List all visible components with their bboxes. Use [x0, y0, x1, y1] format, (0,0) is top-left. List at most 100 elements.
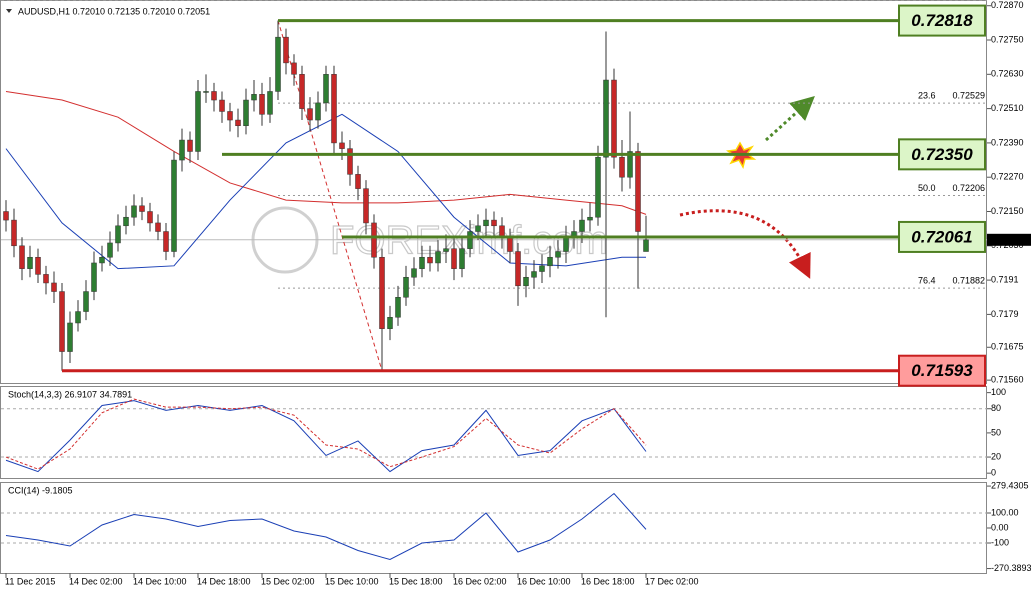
candle-body	[379, 256, 385, 329]
candle-body	[523, 276, 529, 287]
level-label: 0.72350	[911, 145, 973, 164]
up-arrow	[764, 95, 815, 142]
candle-body	[475, 225, 481, 232]
candle-body	[139, 205, 145, 212]
level-label: 0.72061	[911, 227, 972, 246]
candle-body	[451, 248, 457, 269]
candle-body	[99, 256, 105, 264]
level-label: 0.71593	[911, 361, 973, 380]
candle-body	[347, 148, 353, 175]
y-tick-label: 0.72870	[991, 0, 1024, 10]
candle-body	[259, 94, 265, 115]
candle-body	[363, 188, 369, 224]
down-arrow	[679, 209, 811, 279]
candle-body	[83, 291, 89, 312]
candle-body	[163, 231, 169, 252]
candle-body	[395, 297, 401, 318]
x-tick-label: 14 Dec 02:00	[69, 576, 123, 586]
candle-body	[643, 239, 649, 252]
fib-ratio: 23.6	[918, 91, 936, 101]
candle-body	[243, 99, 249, 127]
y-tick-label: 0.71560	[991, 375, 1024, 385]
candle-body	[91, 262, 97, 292]
candle-body	[251, 94, 257, 101]
x-tick-label: 14 Dec 10:00	[133, 576, 187, 586]
candle-body	[51, 282, 57, 292]
current-price-box	[987, 233, 1031, 246]
candle-body	[443, 248, 449, 252]
candle-body	[123, 216, 129, 227]
candle-body	[371, 222, 377, 258]
candle-body	[19, 245, 25, 269]
candle-body	[67, 322, 73, 352]
candle-body	[411, 268, 417, 278]
candle-body	[539, 265, 545, 272]
candle-body	[203, 91, 209, 93]
x-tick-label: 16 Dec 10:00	[517, 576, 571, 586]
candle-body	[235, 119, 241, 127]
moving-average	[5, 113, 646, 270]
candle-body	[427, 256, 433, 264]
x-tick-label: 17 Dec 02:00	[645, 576, 699, 586]
candle-body	[339, 142, 345, 149]
x-tick-label: 15 Dec 02:00	[261, 576, 315, 586]
fib-ratio: 50.0	[918, 183, 936, 193]
y-tick-label: 0.71675	[991, 342, 1024, 352]
candle-body	[147, 211, 153, 224]
y-tick-label: 0.7179	[991, 309, 1019, 319]
indicator-line	[5, 492, 647, 561]
candle-body	[291, 62, 297, 75]
current-price-label: 0.72051	[990, 234, 1023, 244]
y-tick-label: 100.00	[991, 507, 1019, 517]
candle-body	[283, 36, 289, 64]
candle-body	[483, 219, 489, 227]
cci-title: CCI(14) -9.1805	[8, 485, 73, 495]
candle-body	[307, 108, 313, 121]
y-tick-label: 0.72270	[991, 172, 1024, 182]
indicator-line	[5, 398, 647, 470]
candle-body	[195, 91, 201, 152]
candle-body	[387, 317, 393, 329]
candle-body	[587, 216, 593, 221]
y-tick-label: 0.72510	[991, 103, 1024, 113]
level-box	[898, 220, 986, 253]
candle-body	[627, 151, 633, 178]
level-box	[898, 354, 986, 387]
y-tick-label: 80	[991, 403, 1001, 413]
candle-body	[403, 276, 409, 298]
candle-body	[35, 256, 41, 275]
candle-body	[27, 256, 33, 269]
moving-average	[5, 90, 647, 215]
candle-body	[579, 219, 585, 232]
y-tick-label: 0.72750	[991, 34, 1024, 44]
x-tick-label: 15 Dec 10:00	[325, 576, 379, 586]
candle-body	[219, 99, 225, 112]
cci-pane	[0, 482, 987, 574]
candle-body	[227, 111, 233, 121]
fib-price: 0.72529	[952, 91, 985, 101]
candle-body	[355, 174, 361, 189]
y-tick-label: 0	[991, 468, 996, 478]
candle-body	[75, 311, 81, 324]
candle-body	[491, 219, 497, 227]
y-tick-label: 0.72390	[991, 137, 1024, 147]
fib-trend	[277, 20, 383, 371]
stoch-pane	[0, 386, 987, 479]
candle-body	[515, 251, 521, 287]
y-tick-label: 0.72150	[991, 206, 1024, 216]
indicator-line	[5, 400, 647, 473]
y-tick-label: -100	[991, 537, 1009, 547]
candle-body	[507, 236, 513, 252]
y-tick-label: 0.00	[991, 522, 1009, 532]
fib-ratio: 76.4	[918, 275, 936, 285]
candle-body	[531, 271, 537, 278]
candle-body	[459, 248, 465, 269]
candle-body	[187, 139, 193, 152]
level-box	[898, 4, 986, 37]
candle-body	[275, 36, 281, 92]
candle-body	[563, 236, 569, 252]
candle-body	[331, 74, 337, 144]
y-tick-label: 100	[991, 387, 1006, 397]
candle-body	[171, 159, 177, 252]
x-tick-label: 14 Dec 18:00	[197, 576, 251, 586]
